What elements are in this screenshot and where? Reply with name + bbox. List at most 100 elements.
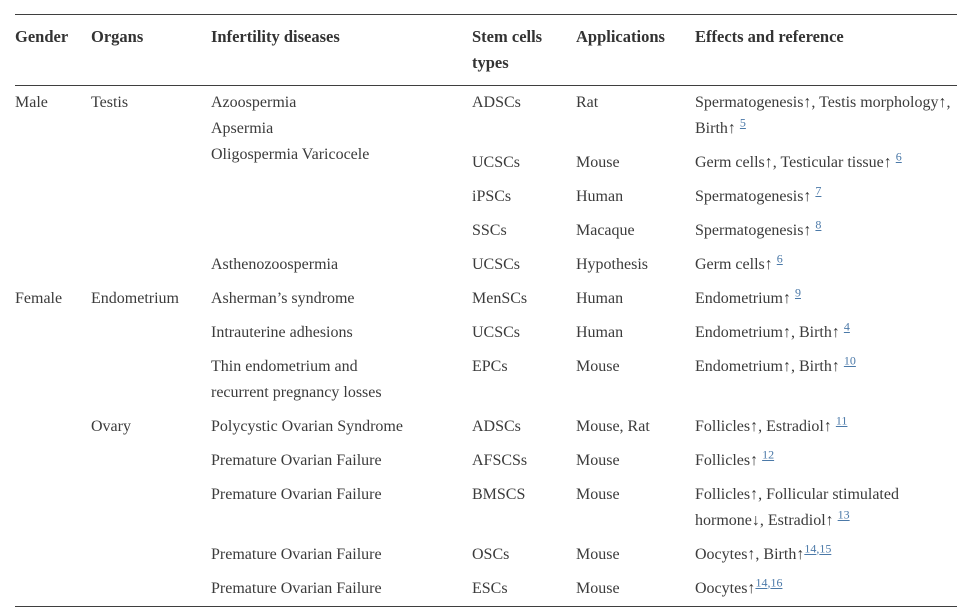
- cell-effects: Endometrium↑, Birth↑ 4: [695, 319, 850, 341]
- cell-app: Hypothesis: [576, 256, 648, 273]
- column-header-gender: Gender: [15, 14, 91, 86]
- reference-superscript: 11: [836, 414, 848, 428]
- cell-stem: SSCs: [472, 222, 507, 239]
- cell-stem: EPCs: [472, 358, 508, 375]
- reference-link[interactable]: 15: [819, 541, 832, 556]
- cell-stem: ESCs: [472, 580, 508, 597]
- table-row: Premature Ovarian Failure OSCs Mouse Oocyte…: [15, 538, 957, 572]
- cell-disease: Intrauterine adhesions: [211, 324, 353, 341]
- cell-stem: AFSCSs: [472, 452, 528, 469]
- reference-link[interactable]: 9: [794, 285, 801, 300]
- cell-stem: OSCs: [472, 546, 510, 563]
- reference-link[interactable]: 14: [755, 575, 768, 590]
- reference-link[interactable]: 11: [835, 413, 848, 428]
- reference-link[interactable]: 6: [895, 149, 902, 164]
- cell-app: Rat: [576, 94, 599, 111]
- reference-superscript: 9: [795, 286, 801, 300]
- reference-superscript: 7: [815, 184, 821, 198]
- cell-effects: Endometrium↑, Birth↑ 10: [695, 353, 856, 375]
- infertility-stem-cell-table: Gender Organs Infertility diseases Stem cel…: [15, 14, 957, 607]
- cell-app: Mouse: [576, 452, 620, 469]
- table-row: iPSCs Human Spermatogenesis↑ 7: [15, 180, 957, 214]
- table-row: Ovary Polycystic Ovarian Syndrome ADSCs Mou…: [15, 410, 957, 444]
- reference-link[interactable]: 5: [739, 115, 746, 130]
- cell-effects: Germ cells↑ 6: [695, 251, 783, 273]
- column-header-effects: Effects and reference: [695, 14, 957, 86]
- column-header-organs: Organs: [91, 14, 211, 86]
- reference-link[interactable]: 12: [762, 447, 775, 462]
- reference-superscript: 5: [740, 116, 746, 130]
- cell-app: Human: [576, 188, 624, 205]
- table-row: Female Endometrium Asherman’s syndrome MenS…: [15, 282, 957, 316]
- cell-effects: Spermatogenesis↑ 7: [695, 183, 822, 205]
- cell-app: Mouse: [576, 358, 620, 375]
- reference-superscript: 13: [838, 508, 850, 522]
- table-row: Thin endometrium and recurrent pregnancy …: [15, 350, 957, 410]
- cell-app: Macaque: [576, 222, 635, 239]
- cell-disease: Asherman’s syndrome: [211, 290, 355, 307]
- cell-effects: Follicles↑, Follicular stimulated hormon…: [695, 486, 899, 529]
- reference-link[interactable]: 16: [770, 575, 783, 590]
- cell-app: Human: [576, 290, 624, 307]
- table-body: Male Testis Azoospermia Apsermia Oligospermi…: [15, 86, 957, 607]
- reference-superscript: 10: [844, 354, 856, 368]
- cell-effects: Oocytes↑14,16: [695, 575, 783, 597]
- cell-stem: iPSCs: [472, 188, 512, 205]
- cell-gender: Female: [15, 290, 63, 307]
- cell-effects: Spermatogenesis↑ 8: [695, 217, 822, 239]
- cell-stem: UCSCs: [472, 256, 521, 273]
- cell-organs: Testis: [91, 94, 129, 111]
- reference-link[interactable]: 13: [837, 507, 850, 522]
- cell-effects: Follicles↑ 12: [695, 447, 775, 469]
- table-row: Premature Ovarian Failure ESCs Mouse Oocyte…: [15, 572, 957, 607]
- cell-effects: Follicles↑, Estradiol↑ 11: [695, 413, 848, 435]
- cell-disease: Azoospermia Apsermia Oligospermia Varicoce…: [211, 94, 370, 163]
- reference-link[interactable]: 4: [843, 319, 850, 334]
- cell-effects: Oocytes↑, Birth↑14,15: [695, 541, 832, 563]
- table-row: Premature Ovarian Failure AFSCSs Mouse Foll…: [15, 444, 957, 478]
- cell-disease: Premature Ovarian Failure: [211, 486, 382, 503]
- table-row: Asthenozoospermia UCSCs Hypothesis Germ cel…: [15, 248, 957, 282]
- cell-disease: Thin endometrium and recurrent pregnancy …: [211, 358, 382, 401]
- cell-effects: Endometrium↑ 9: [695, 285, 801, 307]
- cell-disease: Premature Ovarian Failure: [211, 580, 382, 597]
- cell-stem: ADSCs: [472, 418, 521, 435]
- table-header: Gender Organs Infertility diseases Stem cel…: [15, 14, 957, 86]
- cell-stem: ADSCs: [472, 94, 521, 111]
- cell-app: Mouse, Rat: [576, 418, 650, 435]
- cell-stem: UCSCs: [472, 324, 521, 341]
- cell-app: Mouse: [576, 580, 620, 597]
- column-header-disease: Infertility diseases: [211, 14, 472, 86]
- cell-effects: Spermatogenesis↑, Testis morphology↑, Bi…: [695, 94, 951, 137]
- cell-disease: [211, 214, 472, 248]
- reference-link[interactable]: 8: [815, 217, 822, 232]
- cell-app: Mouse: [576, 154, 620, 171]
- table-row: Premature Ovarian Failure BMSCS Mouse Folli…: [15, 478, 957, 538]
- reference-link[interactable]: 6: [776, 251, 783, 266]
- reference-superscript: 4: [844, 320, 850, 334]
- reference-link[interactable]: 7: [815, 183, 822, 198]
- reference-superscript: 8: [815, 218, 821, 232]
- reference-link[interactable]: 14: [804, 541, 817, 556]
- table-row: Intrauterine adhesions UCSCs Human Endometr…: [15, 316, 957, 350]
- column-header-stem: Stem cells types: [472, 14, 576, 86]
- table-row: SSCs Macaque Spermatogenesis↑ 8: [15, 214, 957, 248]
- reference-superscript: 14,16: [755, 575, 783, 590]
- column-header-app: Applications: [576, 14, 695, 86]
- cell-stem: BMSCS: [472, 486, 526, 503]
- cell-organs: Ovary: [91, 418, 131, 435]
- cell-disease: Polycystic Ovarian Syndrome: [211, 418, 403, 435]
- cell-stem: UCSCs: [472, 154, 521, 171]
- table-row: UCSCs Mouse Germ cells↑, Testicular tissue…: [15, 146, 957, 180]
- cell-disease: [211, 180, 472, 214]
- reference-superscript: 12: [762, 448, 774, 462]
- reference-superscript: 6: [777, 252, 783, 266]
- cell-app: Human: [576, 324, 624, 341]
- cell-app: Mouse: [576, 486, 620, 503]
- reference-superscript: 14,15: [804, 541, 832, 556]
- cell-disease: Premature Ovarian Failure: [211, 452, 382, 469]
- reference-link[interactable]: 10: [843, 353, 856, 368]
- reference-superscript: 6: [896, 150, 902, 164]
- cell-gender: Male: [15, 94, 48, 111]
